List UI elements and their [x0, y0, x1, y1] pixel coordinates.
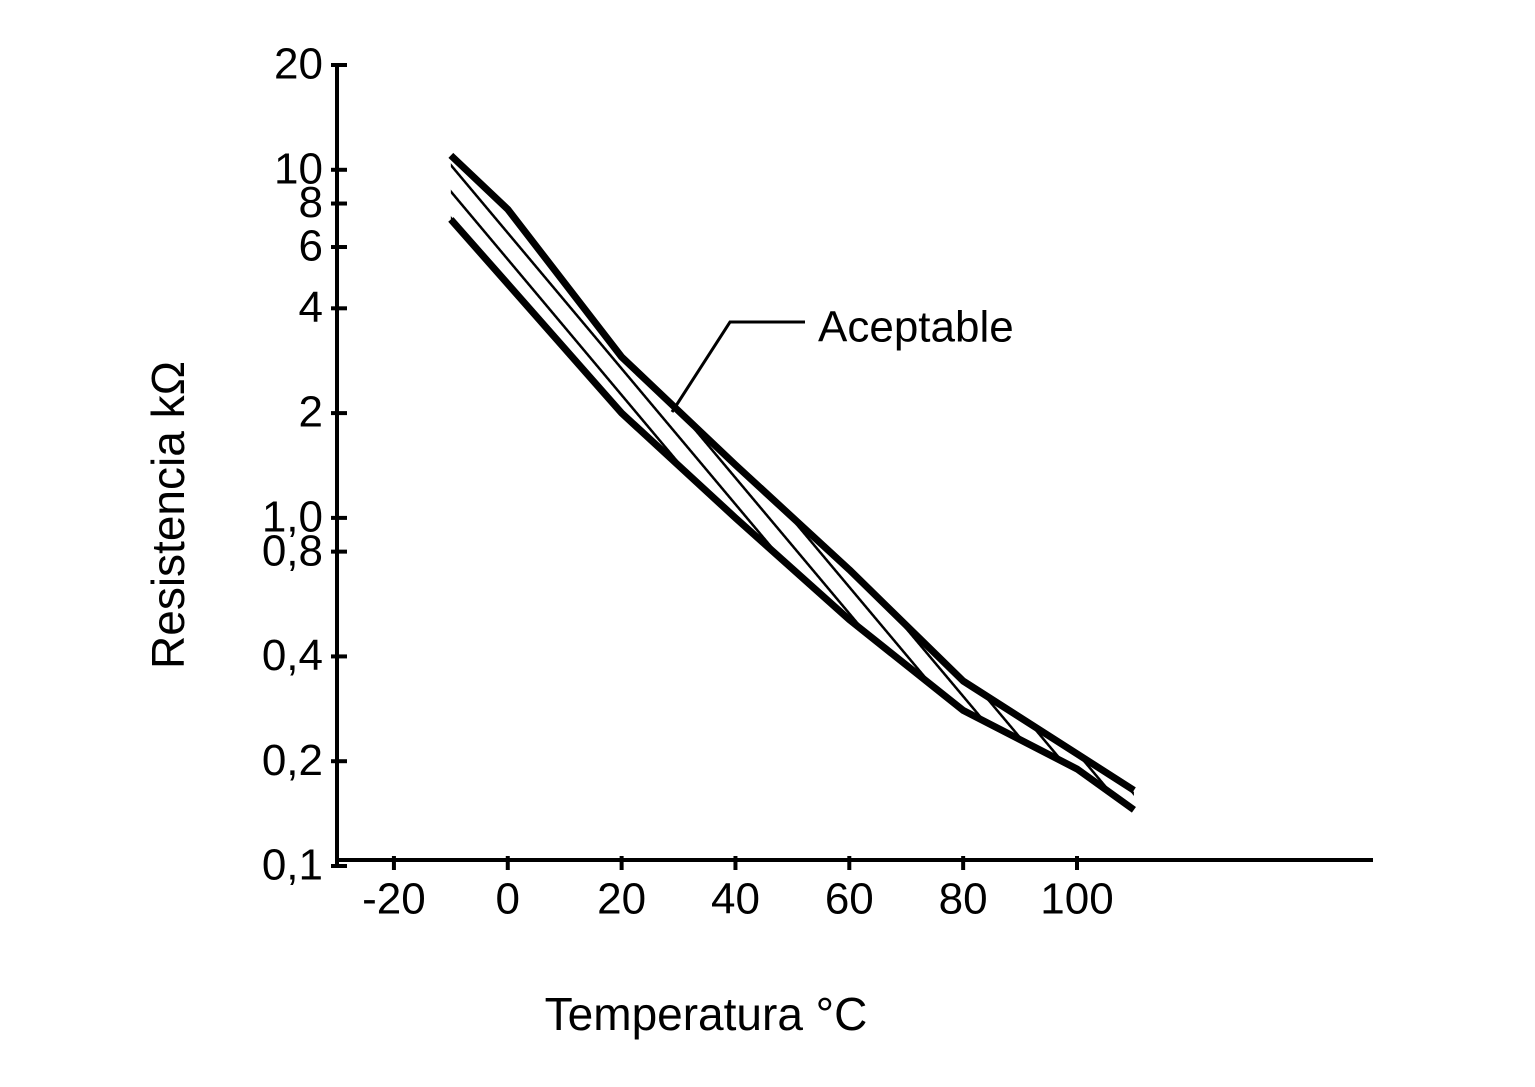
x-tick-label: 0: [496, 875, 520, 924]
x-tick-label: -20: [362, 875, 426, 924]
y-tick-label: 0,1: [262, 841, 323, 890]
acceptable-band: [450, 155, 1134, 810]
y-tick-label: 6: [299, 222, 323, 271]
x-tick-label: 60: [825, 875, 874, 924]
series-line: [448, 217, 1136, 813]
y-tick-label: 0,2: [262, 736, 323, 785]
annotation: Aceptable: [818, 303, 1014, 352]
x-tick-label: 100: [1040, 875, 1113, 924]
x-tick-label: 20: [597, 875, 646, 924]
y-tick-label: 0,4: [262, 631, 323, 680]
x-tick-label: 40: [711, 875, 760, 924]
x-axis-label: Temperatura °C: [545, 988, 868, 1040]
annotation-leader: [670, 320, 805, 413]
y-tick-label: 10: [274, 144, 323, 193]
hatch-layer: [450, 155, 1134, 810]
x-tick-label: 80: [939, 875, 988, 924]
y-axis-label: Resistencia kΩ: [142, 361, 194, 669]
series-line: [448, 152, 1136, 794]
y-tick-label: 4: [299, 283, 323, 332]
y-tick-label: 8: [299, 178, 323, 227]
y-tick-label: 1,0: [262, 493, 323, 542]
y-tick-label: 2: [299, 388, 323, 437]
y-tick-label: 0,8: [262, 526, 323, 575]
y-tick-label: 20: [274, 40, 323, 89]
